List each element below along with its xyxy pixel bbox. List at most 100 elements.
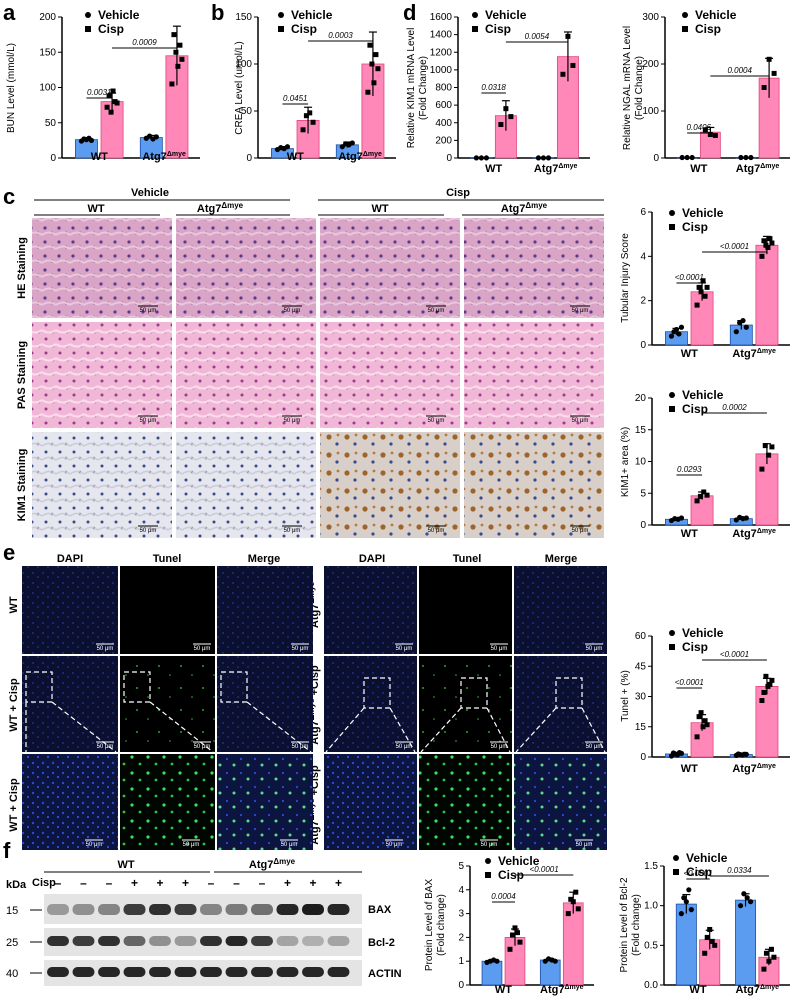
y-tick-label: 150 <box>235 12 252 23</box>
legend-marker-cisp <box>278 26 284 32</box>
y-axis-label: Tunel + (%) <box>620 670 631 722</box>
scale-label: 50 μm <box>97 646 114 652</box>
data-point <box>570 899 576 905</box>
p-value: 0.0334 <box>727 866 752 875</box>
y-tick-label: 1600 <box>430 12 453 23</box>
data-point <box>737 903 744 909</box>
x-tick-label-main: Atg7 <box>732 763 756 775</box>
legend-cisp: Cisp <box>695 22 721 36</box>
data-point <box>707 132 713 137</box>
legend-cisp: Cisp <box>682 402 708 416</box>
data-point <box>767 681 773 687</box>
lane-mark: + <box>156 876 163 890</box>
legend-cisp: Cisp <box>98 22 124 36</box>
data-point <box>565 911 571 917</box>
data-point <box>545 155 552 161</box>
data-point <box>303 113 309 119</box>
scale-label: 50 μm <box>572 308 589 314</box>
data-point <box>681 895 687 901</box>
data-point <box>766 958 772 964</box>
scale-label: 50 μm <box>140 528 157 534</box>
p-value: 0.0009 <box>132 38 157 47</box>
c-row-pas: PAS Staining <box>16 341 28 409</box>
data-point <box>678 324 685 330</box>
legend-vehicle: Vehicle <box>98 8 140 22</box>
scale-label: 50 μm <box>491 744 508 750</box>
data-point <box>88 137 95 143</box>
legend-marker-vehicle <box>669 630 675 636</box>
data-point <box>747 899 754 905</box>
x-tick-label: WT <box>681 348 698 360</box>
y-tick-label: 10 <box>635 457 647 468</box>
data-point <box>694 734 700 740</box>
data-point <box>494 958 500 964</box>
band-bcl2 <box>251 936 273 946</box>
x-tick-label-sup: Δmye <box>564 984 583 991</box>
data-point <box>114 100 120 106</box>
data-point <box>175 63 181 69</box>
scale-label: 50 μm <box>292 646 309 652</box>
chart-e1: 0 15 30 45 60 Tunel + (%) WT Atg7Δmye <0.0001 <0.… <box>620 626 790 775</box>
scale-label: 50 μm <box>396 744 413 750</box>
y-tick-label: 100 <box>642 106 659 117</box>
data-point <box>517 939 523 945</box>
data-point <box>697 493 703 499</box>
legend-marker-vehicle <box>278 12 284 18</box>
band-bax <box>276 904 299 915</box>
panel-f-blot: WT Atg7Δmye kDa Cisp – – – + + + – – – + + + 15 25 … <box>6 857 402 986</box>
f-kda-label: kDa <box>6 879 27 891</box>
bar-cisp <box>755 244 779 346</box>
chart-c1: 0 2 4 6 Tubular Injury Score WT Atg7Δmye <0.000… <box>620 206 790 360</box>
legend-vehicle: Vehicle <box>291 8 333 22</box>
data-point <box>560 71 566 77</box>
data-point <box>565 33 571 39</box>
p-value: <0.0001 <box>675 678 704 687</box>
y-tick-label: 30 <box>635 692 647 703</box>
legend-marker-vehicle <box>673 855 679 861</box>
y-axis-label-line: Protein Level of BAX <box>424 879 435 972</box>
data-point <box>704 284 710 290</box>
p-value: 0.0031 <box>87 88 111 97</box>
y-axis-label: Protein Level of Bcl-2(Fold change) <box>619 877 642 972</box>
y-tick-label: 1000 <box>430 65 453 76</box>
lane-mark: – <box>80 876 87 890</box>
data-point <box>686 887 692 893</box>
band-actin <box>200 967 222 977</box>
data-point <box>300 127 306 133</box>
x-tick-label: Atg7Δmye <box>540 984 584 996</box>
data-point <box>509 932 515 938</box>
y-axis-label-line: Protein Level of Bcl-2 <box>619 877 630 972</box>
y-tick-label: 15 <box>635 722 647 733</box>
y-tick-label: 3 <box>458 909 464 920</box>
pas-wt-vehicle <box>32 322 172 428</box>
panel-a-label: a <box>3 0 16 25</box>
e-col-dapi: DAPI <box>57 553 83 565</box>
e-col-dapi-2: DAPI <box>359 553 385 565</box>
e-atg7-tunel <box>419 566 512 654</box>
y-tick-label: 0 <box>458 980 464 991</box>
p-value: 0.0293 <box>677 465 702 474</box>
scale-label: 50 μm <box>284 528 301 534</box>
panel-d-label: d <box>403 0 416 25</box>
band-bcl2 <box>98 936 120 946</box>
e-atg7-cisp-merge <box>514 656 607 752</box>
data-point <box>766 452 772 458</box>
y-axis-label: BUN Level (mmol/L) <box>6 43 17 133</box>
data-point <box>173 49 179 55</box>
x-tick-label-main: Atg7 <box>540 984 564 996</box>
y-tick-label: 1.5 <box>644 861 658 872</box>
bar-vehicle <box>481 960 503 986</box>
y-tick-label: 0.5 <box>644 940 658 951</box>
y-tick-label: 5 <box>458 861 464 872</box>
y-tick-label: 20 <box>635 393 647 404</box>
data-point <box>498 122 504 128</box>
scale-label: 50 μm <box>97 744 114 750</box>
panel-f-label: f <box>3 838 11 863</box>
legend-cisp: Cisp <box>291 22 317 36</box>
y-tick-label: 600 <box>435 100 452 111</box>
legend-vehicle: Vehicle <box>682 206 724 220</box>
data-point <box>483 155 489 161</box>
lane-mark: + <box>284 876 291 890</box>
e-col-merge-2: Merge <box>545 553 577 565</box>
